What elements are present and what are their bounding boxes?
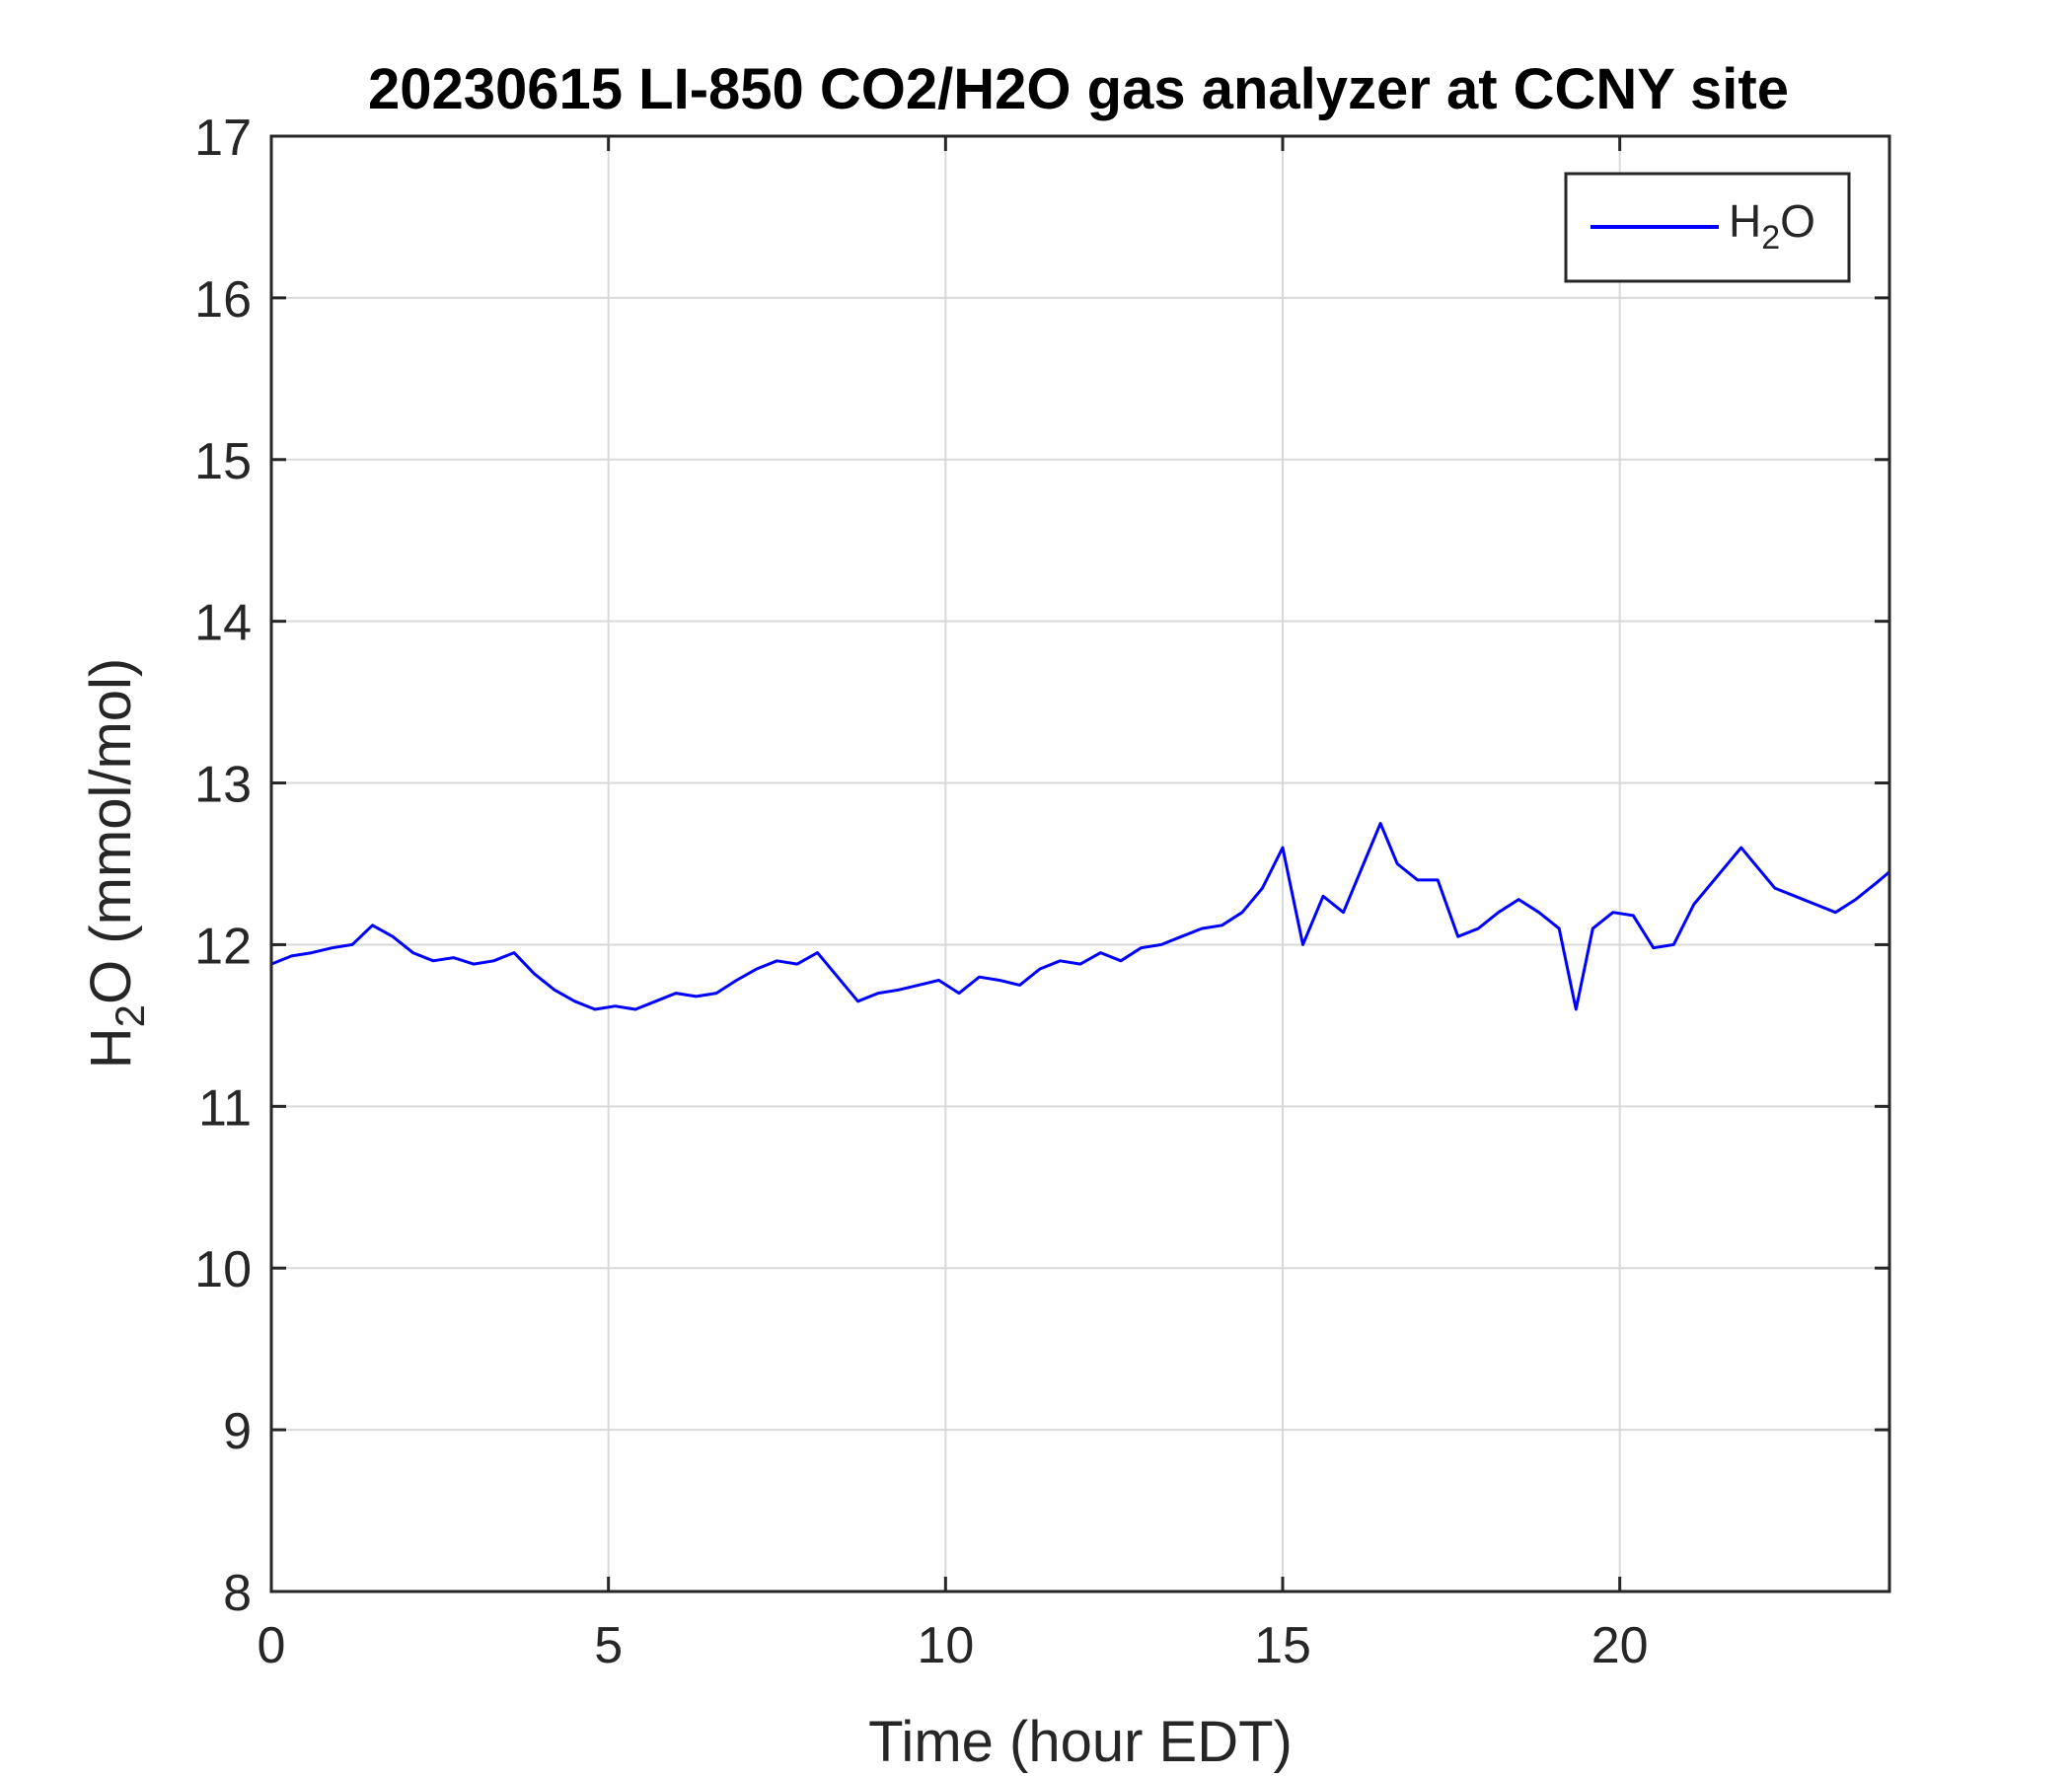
- y-tick-label: 10: [194, 1241, 252, 1298]
- y-tick-label: 16: [194, 271, 252, 329]
- legend-entry-label: H2O: [1729, 195, 1815, 257]
- y-tick-label: 11: [198, 1079, 252, 1137]
- legend-entry-prefix: H: [1729, 195, 1761, 247]
- legend-entry-suffix: O: [1780, 195, 1815, 247]
- legend-entry-subscript: 2: [1761, 219, 1780, 257]
- y-tick-label: 13: [194, 757, 252, 814]
- y-axis-label-subscript: 2: [107, 1004, 153, 1027]
- y-axis-label-prefix: H: [79, 1027, 143, 1069]
- plot-area: [271, 136, 1889, 1591]
- x-tick-label: 0: [258, 1617, 286, 1674]
- y-tick-label: 15: [194, 433, 252, 490]
- y-tick-label: 14: [194, 595, 252, 652]
- x-tick-label: 15: [1254, 1617, 1311, 1674]
- legend: H2O: [1564, 172, 1851, 283]
- x-tick-label: 20: [1591, 1617, 1649, 1674]
- y-tick-labels: 8 9 10 11 12 13 14 15 16 17: [194, 110, 252, 1622]
- y-tick-label: 12: [194, 918, 252, 975]
- x-axis-label: Time (hour EDT): [868, 1710, 1293, 1774]
- y-tick-label: 9: [223, 1403, 252, 1460]
- x-tick-label: 10: [917, 1617, 974, 1674]
- x-tick-label: 5: [594, 1617, 623, 1674]
- y-axis-label-suffix: O (mmol/mol): [79, 658, 143, 1004]
- y-tick-label: 17: [194, 110, 252, 167]
- chart-title: 20230615 LI-850 CO2/H2O gas analyzer at …: [368, 57, 1789, 121]
- y-axis-label: H2O (mmol/mol): [79, 658, 153, 1069]
- series-layer: [270, 822, 1890, 1011]
- y-tick-label: 8: [223, 1565, 252, 1622]
- x-tick-labels: 0 5 10 15 20: [258, 1617, 1649, 1674]
- plot-frame: [269, 134, 1891, 1593]
- series-line-h2o: [270, 822, 1890, 1011]
